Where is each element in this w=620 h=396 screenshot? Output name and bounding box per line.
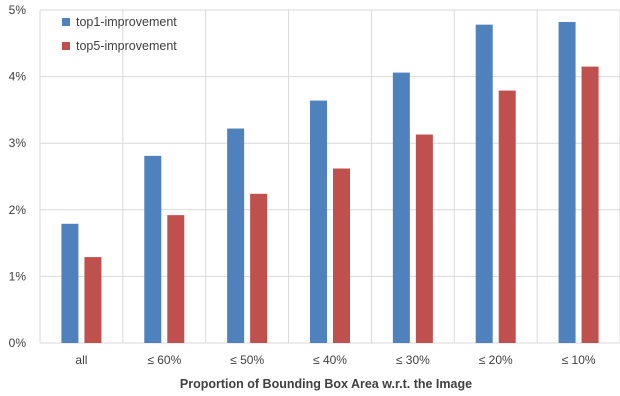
legend-swatch-top5-improvement — [62, 42, 70, 50]
bar-top5-improvement-3 — [333, 168, 350, 343]
x-tick-labels: all ≤ 60% ≤ 50% ≤ 40% ≤ 30% ≤ 20% ≤ 10% — [75, 353, 595, 367]
x-tick-label: ≤ 60% — [147, 353, 181, 367]
bar-top1-improvement-4 — [392, 72, 410, 343]
bar-top1-improvement-1 — [144, 155, 162, 343]
x-tick-label: all — [75, 353, 87, 367]
y-tick-label: 2% — [9, 203, 27, 217]
bar-top5-improvement-6 — [581, 66, 599, 344]
y-tick-label: 3% — [9, 136, 27, 150]
x-tick-label: ≤ 20% — [479, 353, 513, 367]
y-tick-labels: 0% 1% 2% 3% 4% 5% — [9, 3, 27, 350]
legend-swatch-top1-improvement — [62, 18, 70, 26]
bar-top1-improvement-3 — [310, 100, 327, 344]
bar-top1-improvement-5 — [475, 24, 493, 343]
bars — [61, 21, 599, 344]
bar-top5-improvement-0 — [84, 257, 102, 343]
y-tick-label: 1% — [9, 269, 27, 283]
x-tick-label: ≤ 40% — [313, 353, 347, 367]
legend-label-top1-improvement: top1-improvement — [76, 15, 177, 29]
bar-top5-improvement-4 — [415, 134, 433, 343]
bar-top1-improvement-0 — [61, 223, 79, 343]
bar-top1-improvement-2 — [227, 128, 245, 343]
bar-top5-improvement-2 — [250, 193, 268, 343]
y-tick-label: 0% — [9, 336, 27, 350]
x-tick-label: ≤ 10% — [562, 353, 596, 367]
grid-lines — [39, 9, 620, 344]
bar-top5-improvement-1 — [167, 215, 185, 343]
y-tick-label: 5% — [9, 3, 27, 17]
bar-top1-improvement-6 — [558, 21, 576, 343]
legend: top1-improvement top5-improvement — [62, 15, 177, 53]
x-axis-title: Proportion of Bounding Box Area w.r.t. t… — [180, 377, 472, 391]
y-tick-label: 4% — [9, 70, 27, 84]
legend-label-top5-improvement: top5-improvement — [76, 39, 177, 53]
x-tick-label: ≤ 30% — [396, 353, 430, 367]
bar-top5-improvement-5 — [498, 90, 516, 343]
x-tick-label: ≤ 50% — [230, 353, 264, 367]
